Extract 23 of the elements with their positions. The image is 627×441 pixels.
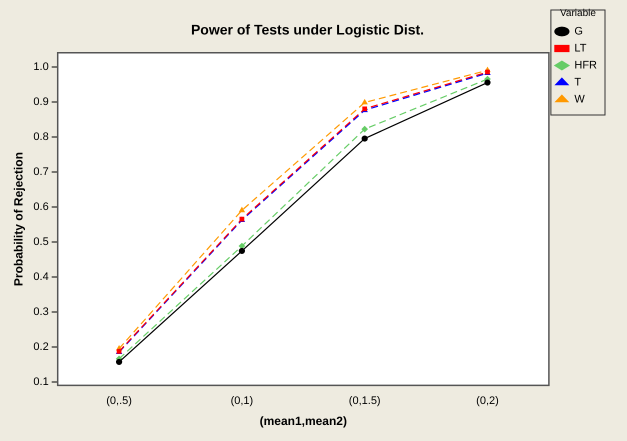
- y-tick-label: 0.1: [33, 376, 49, 388]
- y-tick-label: 0.6: [33, 200, 49, 213]
- legend-label: G: [574, 26, 583, 38]
- legend-label: HFR: [574, 60, 598, 72]
- y-tick-label: 0.5: [33, 236, 49, 248]
- x-axis-title: (mean1,mean2): [260, 414, 347, 428]
- y-tick-label: 0.9: [33, 96, 49, 108]
- y-axis-title: Probability of Rejection: [12, 152, 26, 286]
- x-tick-label: (0,1): [230, 395, 254, 408]
- y-tick-label: 0.8: [33, 130, 49, 143]
- legend-label: LT: [574, 42, 587, 55]
- y-tick-label: 0.4: [33, 270, 49, 283]
- x-tick-label: (0,.5): [106, 395, 132, 408]
- y-tick-label: 0.2: [33, 340, 49, 353]
- legend-title: Variable: [560, 8, 596, 19]
- y-tick-label: 0.7: [33, 166, 49, 178]
- y-tick-label: 1.0: [33, 60, 49, 73]
- x-tick-label: (0,1.5): [348, 395, 381, 408]
- legend-label: W: [574, 94, 586, 106]
- x-tick-label: (0,2): [476, 395, 499, 408]
- legend-label: T: [574, 76, 582, 89]
- chart-title: Power of Tests under Logistic Dist.: [190, 21, 424, 38]
- y-tick-label: 0.3: [33, 306, 49, 318]
